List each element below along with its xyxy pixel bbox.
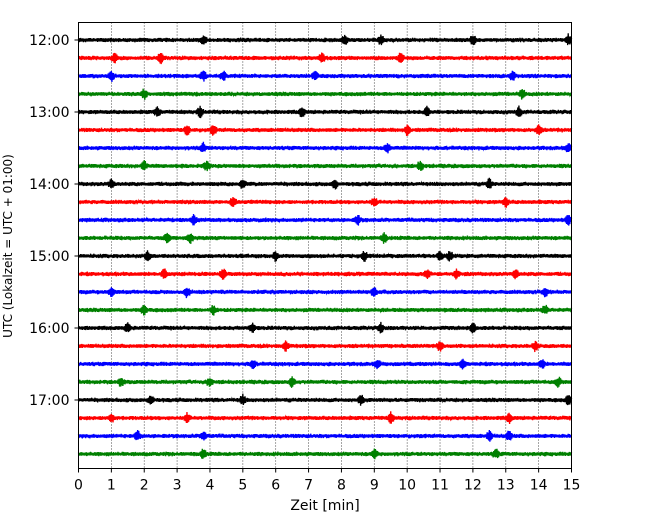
trace-1645 <box>77 376 573 388</box>
trace-1330 <box>77 141 573 154</box>
plot-frame <box>78 22 572 469</box>
x-tick-label: 14 <box>530 478 548 494</box>
trace-1445 <box>77 232 573 244</box>
trace-1600 <box>77 321 573 334</box>
trace-1400 <box>77 177 573 190</box>
trace-1715 <box>77 411 573 425</box>
x-tick-label: 5 <box>238 478 247 494</box>
y-tick-label: 13:00 <box>29 105 69 121</box>
x-tick-label: 15 <box>563 478 581 494</box>
x-tick-label: 4 <box>206 478 215 494</box>
trace-1345 <box>77 159 573 172</box>
grid-lines <box>111 22 539 469</box>
x-tick-label: 9 <box>370 478 379 494</box>
x-axis: 0 1 2 3 4 5 6 7 8 9 10 11 12 13 14 15 <box>74 468 581 494</box>
y-tick-label: 16:00 <box>29 321 69 337</box>
trace-1730 <box>77 429 573 442</box>
y-tick-label: 12:00 <box>29 33 69 49</box>
trace-1200 <box>77 33 573 46</box>
x-tick-label: 6 <box>271 478 280 494</box>
trace-1415 <box>77 197 573 208</box>
y-tick-label: 17:00 <box>29 393 69 409</box>
x-tick-label: 8 <box>337 478 346 494</box>
trace-1245 <box>77 88 573 100</box>
x-tick-label: 11 <box>431 478 449 494</box>
x-tick-label: 12 <box>464 478 482 494</box>
x-tick-label: 13 <box>497 478 515 494</box>
seismic-traces <box>77 33 573 460</box>
trace-1630 <box>77 358 573 370</box>
x-tick-label: 7 <box>304 478 313 494</box>
trace-1530 <box>77 287 573 299</box>
y-tick-label: 15:00 <box>29 249 69 265</box>
trace-1300 <box>77 105 573 119</box>
x-tick-label: 2 <box>140 478 149 494</box>
x-axis-title: Zeit [min] <box>290 498 359 514</box>
trace-1745 <box>77 448 573 460</box>
trace-1430 <box>77 213 573 226</box>
trace-1515 <box>77 268 573 280</box>
trace-1215 <box>77 52 573 65</box>
trace-1315 <box>77 124 573 136</box>
x-tick-label: 0 <box>74 478 83 494</box>
y-tick-label: 14:00 <box>29 177 69 193</box>
trace-1615 <box>77 340 573 353</box>
y-axis: 12:00 13:00 14:00 15:00 16:00 17:00 <box>29 33 79 409</box>
x-tick-label: 3 <box>173 478 182 494</box>
trace-1700 <box>77 393 573 406</box>
x-tick-label: 1 <box>107 478 116 494</box>
trace-1500 <box>77 250 573 262</box>
trace-1230 <box>77 70 573 83</box>
y-axis-title: UTC (Lokalzeit = UTC + 01:00) <box>1 154 15 338</box>
x-tick-label: 10 <box>398 478 416 494</box>
trace-1545 <box>77 304 573 316</box>
